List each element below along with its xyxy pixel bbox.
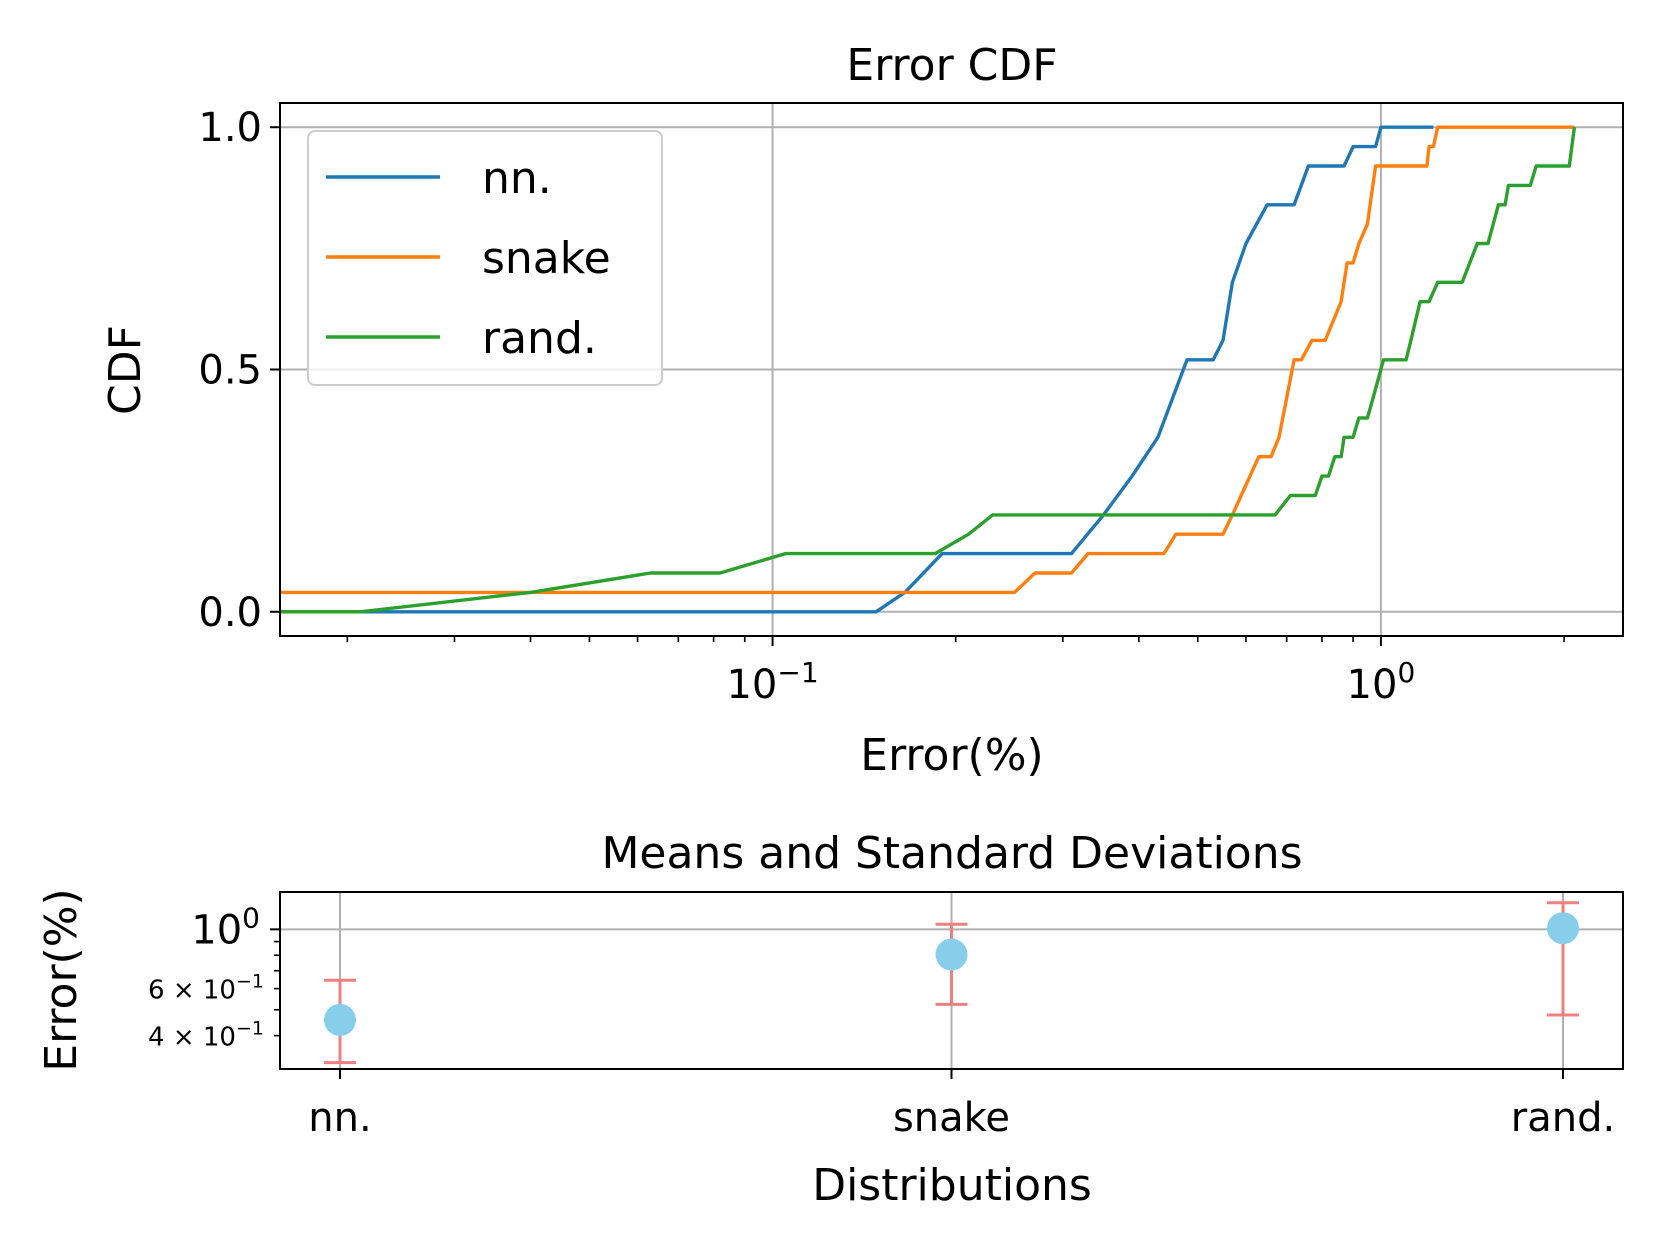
means-title: Means and Standard Deviations: [601, 828, 1302, 879]
means-y-tick-label-base: 10: [191, 907, 242, 953]
means-y-tick-label-exponent: 0: [242, 901, 260, 934]
means-y-minor-tick-label-base: 4 × 10: [148, 1023, 236, 1053]
cdf-y-tick-label: 0.5: [198, 348, 262, 394]
cdf-y-tick-label: 1.0: [198, 105, 262, 151]
mean-point-0: [324, 1003, 356, 1036]
cdf-series-line-2: [280, 126, 1577, 614]
legend-box: [307, 130, 663, 386]
cdf-x-tick-label-base: 10: [1347, 662, 1398, 708]
cdf-x-axis-label: Error(%): [860, 730, 1043, 781]
means-x-tick-label: snake: [893, 1095, 1010, 1141]
means-x-tick-label: nn.: [308, 1095, 371, 1141]
cdf-title: Error CDF: [846, 40, 1057, 91]
mean-point-2: [1547, 912, 1579, 945]
means-y-minor-tick-label-exponent: −1: [236, 971, 264, 993]
cdf-legend: nn. snake rand.: [307, 130, 663, 386]
cdf-series-line-1: [280, 125, 1575, 595]
cdf-series-line-0: [280, 125, 1434, 614]
mean-point-1: [935, 938, 968, 971]
means-std-chart: Means and Standard Deviations nn. snake ra…: [36, 828, 1624, 1211]
legend-label-2: rand.: [482, 313, 597, 364]
means-y-axis-label: Error(%): [36, 888, 87, 1071]
legend-label-1: snake: [482, 233, 611, 284]
means-y-minor-tick-label: 4 × 10−1: [148, 1018, 264, 1053]
cdf-lines: [280, 125, 1577, 614]
cdf-y-axis-label: CDF: [100, 325, 151, 415]
cdf-x-tick-label: 10−1: [726, 656, 818, 708]
means-x-axis-label: Distributions: [812, 1160, 1092, 1211]
cdf-y-tick-label: 0.0: [198, 590, 262, 636]
means-y-minor-tick-label-base: 6 × 10: [148, 976, 236, 1006]
cdf-x-tick-label-exponent: −1: [777, 656, 818, 689]
means-x-tick-label: rand.: [1511, 1095, 1615, 1141]
means-y-minor-tick-label-exponent: −1: [236, 1018, 264, 1040]
cdf-x-tick-label-exponent: 0: [1397, 656, 1415, 689]
means-y-minor-tick-label: 6 × 10−1: [148, 971, 264, 1006]
means-y-tick-label: 100: [191, 901, 260, 953]
means-marks: [324, 901, 1579, 1065]
cdf-x-tick-label: 100: [1347, 656, 1416, 708]
cdf-x-tick-label-base: 10: [726, 662, 777, 708]
legend-label-0: nn.: [482, 153, 552, 204]
